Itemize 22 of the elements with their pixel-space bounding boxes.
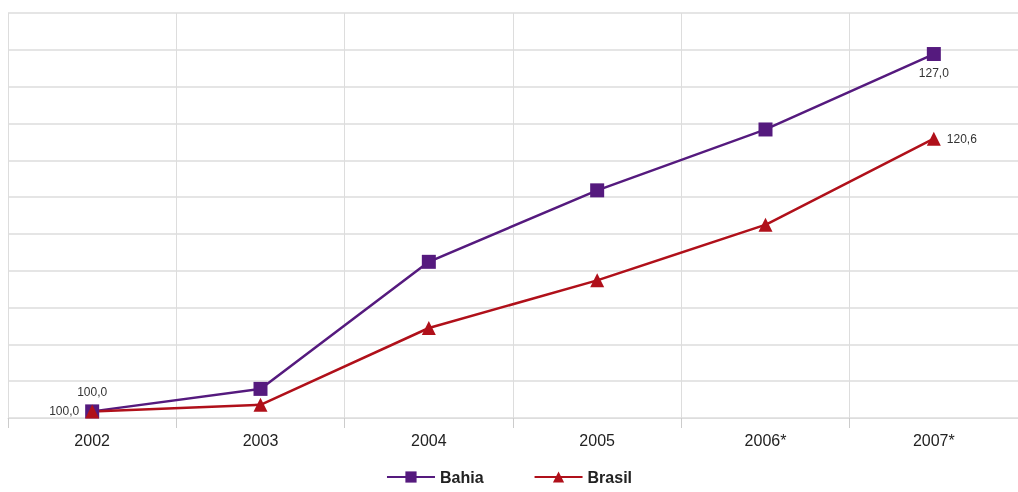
x-tick-label: 2004 bbox=[411, 431, 447, 449]
point bbox=[926, 47, 941, 62]
point bbox=[421, 321, 436, 335]
point bbox=[926, 131, 941, 146]
point bbox=[590, 273, 605, 288]
data-label: 100,0 bbox=[49, 404, 80, 419]
x-tick-label: 2007* bbox=[912, 431, 955, 449]
legend-label: Bahia bbox=[439, 468, 484, 486]
point bbox=[758, 217, 773, 232]
point bbox=[421, 254, 436, 269]
x-tick-label: 2006* bbox=[744, 431, 787, 449]
point bbox=[758, 122, 773, 137]
x-tick-label: 2005 bbox=[579, 431, 616, 449]
legend-label: Brasil bbox=[587, 468, 633, 486]
point bbox=[253, 397, 268, 412]
point bbox=[590, 183, 605, 198]
data-label: 100,0 bbox=[77, 385, 108, 400]
data-label: 120,6 bbox=[946, 131, 978, 146]
point bbox=[253, 381, 268, 396]
x-tick-label: 2002 bbox=[74, 431, 111, 449]
data-label: 127,0 bbox=[918, 66, 950, 81]
x-tick-label: 2003 bbox=[242, 431, 279, 449]
